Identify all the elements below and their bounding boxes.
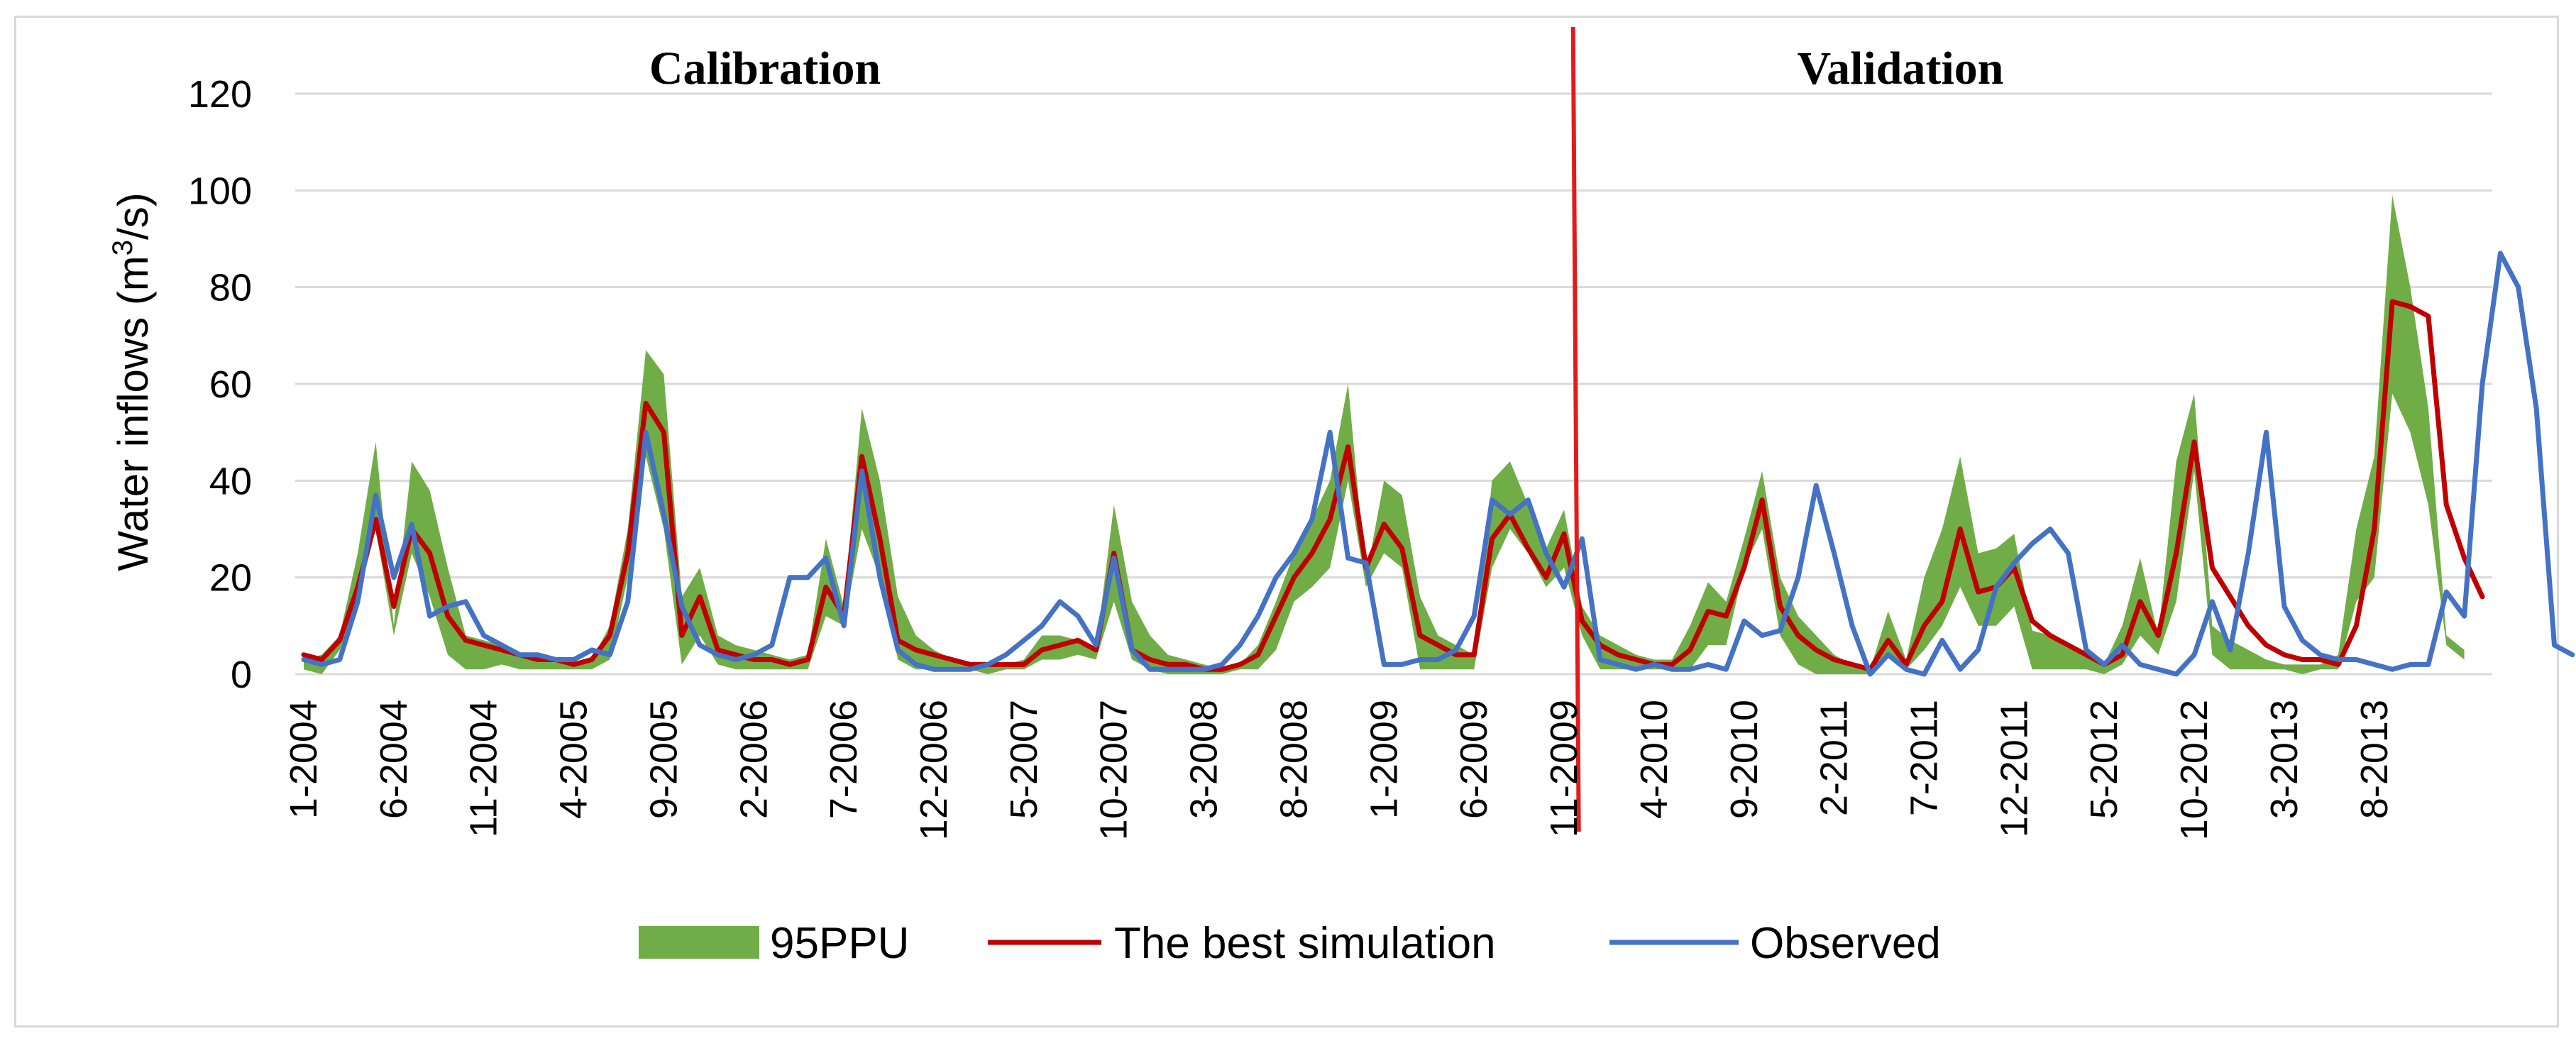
legend-swatch-95ppu (639, 926, 759, 959)
chart-frame (14, 16, 2559, 1028)
y-axis-title: Water inflows (m3/s) (107, 192, 157, 571)
legend-label-observed: Observed (1750, 919, 1941, 968)
legend-item-observed: Observed (1609, 919, 1941, 968)
x-tick-label: 1-2004 (282, 700, 325, 819)
x-tick-label: 7-2011 (1903, 700, 1945, 816)
legend-label-95ppu: 95PPU (770, 919, 909, 968)
legend-label-best-simulation: The best simulation (1114, 919, 1496, 968)
y-tick-label: 100 (188, 170, 252, 212)
x-tick-label: 5-2012 (2083, 700, 2125, 819)
validation-label: Validation (1797, 43, 2003, 94)
y-tick-label: 20 (209, 557, 252, 600)
x-tick-label: 7-2006 (822, 700, 865, 819)
x-tick-label: 4-2010 (1633, 700, 1675, 819)
x-tick-label: 9-2010 (1723, 700, 1766, 819)
x-tick-label: 1-2009 (1363, 700, 1405, 819)
x-tick-label: 8-2013 (2353, 700, 2396, 819)
x-tick-label: 2-2006 (732, 700, 775, 819)
x-tick-label: 11-2009 (1543, 700, 1585, 837)
y-tick-label: 0 (231, 654, 252, 696)
x-tick-label: 3-2013 (2263, 700, 2306, 819)
y-tick-label: 120 (188, 73, 252, 116)
calibration-validation-divider (1570, 26, 1581, 832)
y-tick-label: 80 (209, 267, 252, 309)
y-tick-label: 60 (209, 363, 252, 406)
x-tick-label: 9-2005 (642, 700, 685, 819)
y-axis: 0 20 40 60 80 100 120 (188, 73, 252, 696)
legend-item-best-simulation: The best simulation (988, 919, 1496, 968)
x-tick-label: 2-2011 (1813, 700, 1856, 816)
x-tick-label: 10-2007 (1093, 700, 1135, 840)
x-axis: 1-2004 6-2004 11-2004 4-2005 9-2005 2-2006 7-2… (282, 700, 2396, 840)
series-observed-line (301, 251, 2575, 677)
calibration-label: Calibration (649, 43, 881, 94)
legend-item-95ppu: 95PPU (639, 919, 909, 968)
x-tick-label: 6-2004 (373, 700, 415, 819)
legend: 95PPU The best simulation Observed (639, 919, 1941, 968)
series-best-simulation-line (301, 299, 2485, 672)
x-tick-label: 5-2007 (1003, 700, 1045, 819)
x-tick-label: 8-2008 (1272, 700, 1315, 819)
x-tick-label: 11-2004 (463, 700, 505, 837)
x-tick-label: 12-2006 (913, 700, 955, 840)
x-tick-label: 4-2005 (553, 700, 595, 819)
x-tick-label: 6-2009 (1453, 700, 1495, 819)
y-tick-label: 40 (209, 460, 252, 502)
x-tick-label: 3-2008 (1183, 700, 1226, 819)
gridlines (295, 92, 2492, 676)
plot-area (301, 26, 2575, 832)
x-tick-label: 12-2011 (1993, 700, 2035, 837)
x-tick-label: 10-2012 (2173, 700, 2216, 840)
